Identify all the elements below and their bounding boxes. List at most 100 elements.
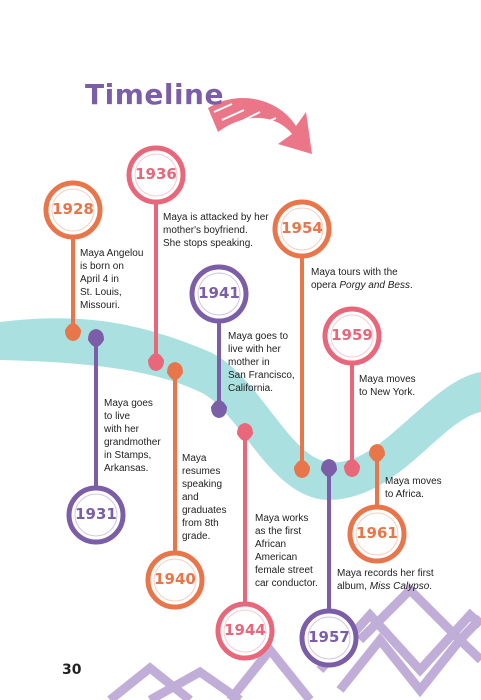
event-text-plain: opera [311,280,340,291]
year-label-1944: 1944 [224,621,266,639]
year-label-1931: 1931 [75,505,117,523]
year-circle [299,608,359,668]
event-text-line: mother's boyfriend. [163,225,248,236]
timeline-pin-1957 [299,459,359,668]
event-text-line: Arkansas. [104,463,149,474]
event-description-1954: Maya tours with the opera Porgy and Bess. [311,266,413,292]
pin-drop [294,460,310,478]
event-text-plain: album, [337,581,370,592]
year-circle [43,180,103,240]
event-text-line: African [255,539,287,550]
event-text-line: Missouri. [80,300,121,311]
event-text-end: . [429,581,433,592]
event-text-line: in Stamps, [104,450,152,461]
year-circle-inner [280,207,324,251]
event-text-line: St. Louis, [80,287,122,298]
event-text-line: to Africa. [385,489,424,500]
event-text-line: opera Porgy and Bess. [311,279,413,292]
timeline-pin-1959 [322,306,382,477]
event-text-line: Maya tours with the [311,267,398,278]
year-label-1961: 1961 [356,524,398,542]
year-circle-inner [197,272,241,316]
event-text-line: Maya Angelou [80,248,144,259]
event-text-italic: Porgy and Bess [339,280,410,291]
pin-drop [167,362,183,380]
event-text-line: and [182,492,199,503]
timeline-pin-1944 [215,423,275,661]
event-text-line: as the first [255,526,302,537]
pin-drop [211,400,227,418]
event-text-line: Maya works [255,513,309,524]
event-text-line: Maya moves [359,374,416,385]
timeline-pin-1941 [189,264,249,418]
event-description-1931: Maya goes to live with her grandmother in St… [104,397,161,475]
year-label-1954: 1954 [281,219,323,237]
timeline-pin-1940 [145,362,205,610]
timeline-pin-1931 [66,329,126,545]
event-description-1959: Maya moves to New York. [359,373,416,399]
year-circle-inner [307,616,351,660]
year-circle-inner [153,558,197,602]
event-text-line: Maya records her first [337,568,434,579]
pin-drop [237,423,253,441]
event-description-1928: Maya Angelou is born on April 4 in St. Loui… [80,247,143,312]
event-text-line: grade. [182,531,211,542]
event-text-line: Maya goes to [228,331,289,342]
year-circle [126,145,186,205]
year-circle [215,601,275,661]
event-text-line: car conductor. [255,578,318,589]
event-text-line: to live [104,411,131,422]
river-band [0,318,481,500]
event-description-1936: Maya is attacked by her mother's boyfrien… [163,211,269,250]
pin-drop [148,353,164,371]
timeline-pin-1954 [272,199,332,478]
pin-drop [321,459,337,477]
event-text-line: American [255,552,298,563]
event-text-line: California. [228,383,274,394]
page-number: 30 [62,662,82,678]
year-circle-inner [134,153,178,197]
timeline-pin-1928 [43,180,103,341]
event-text-line: mother in [228,357,270,368]
event-text-line: speaking [182,479,223,490]
pin-drop [88,329,104,347]
event-text-line: from 8th [182,518,219,529]
year-circle-inner [74,493,118,537]
year-circle-inner [223,609,267,653]
event-text-italic: Miss Calypso [369,581,430,592]
event-text-line: to New York. [359,387,416,398]
year-label-1957: 1957 [308,628,350,646]
year-label-1941: 1941 [198,284,240,302]
year-label-1928: 1928 [52,200,94,218]
timeline-pin-1961 [347,444,407,564]
event-text-line: Maya [182,453,207,464]
event-text-line: is born on [80,261,124,272]
year-label-1940: 1940 [154,570,196,588]
year-circle [189,264,249,324]
pin-drop [344,459,360,477]
year-circle [66,485,126,545]
event-text-line: live with her [228,344,281,355]
event-text-line: Maya goes [104,398,153,409]
arrow-decoration [208,97,312,154]
event-text-end: . [409,280,413,291]
event-text-line: Maya moves [385,476,442,487]
year-circle [322,306,382,366]
event-text-line: with her [104,424,140,435]
year-circle-inner [330,314,374,358]
page-title: Timeline [85,78,224,111]
pin-drop [369,444,385,462]
event-text-line: grandmother [104,437,161,448]
event-description-1961: Maya moves to Africa. [385,475,442,501]
event-description-1957: Maya records her first album, Miss Calyps… [337,567,434,593]
event-description-1940: Maya resumes speaking and graduates from 8th g… [182,452,226,543]
event-text-line: April 4 in [80,274,119,285]
event-text-line: female street [255,565,313,576]
event-text-line: Maya is attacked by her [163,212,269,223]
event-description-1944: Maya works as the first African American fem… [255,512,318,590]
year-circle-inner [51,188,95,232]
pin-drop [65,323,81,341]
